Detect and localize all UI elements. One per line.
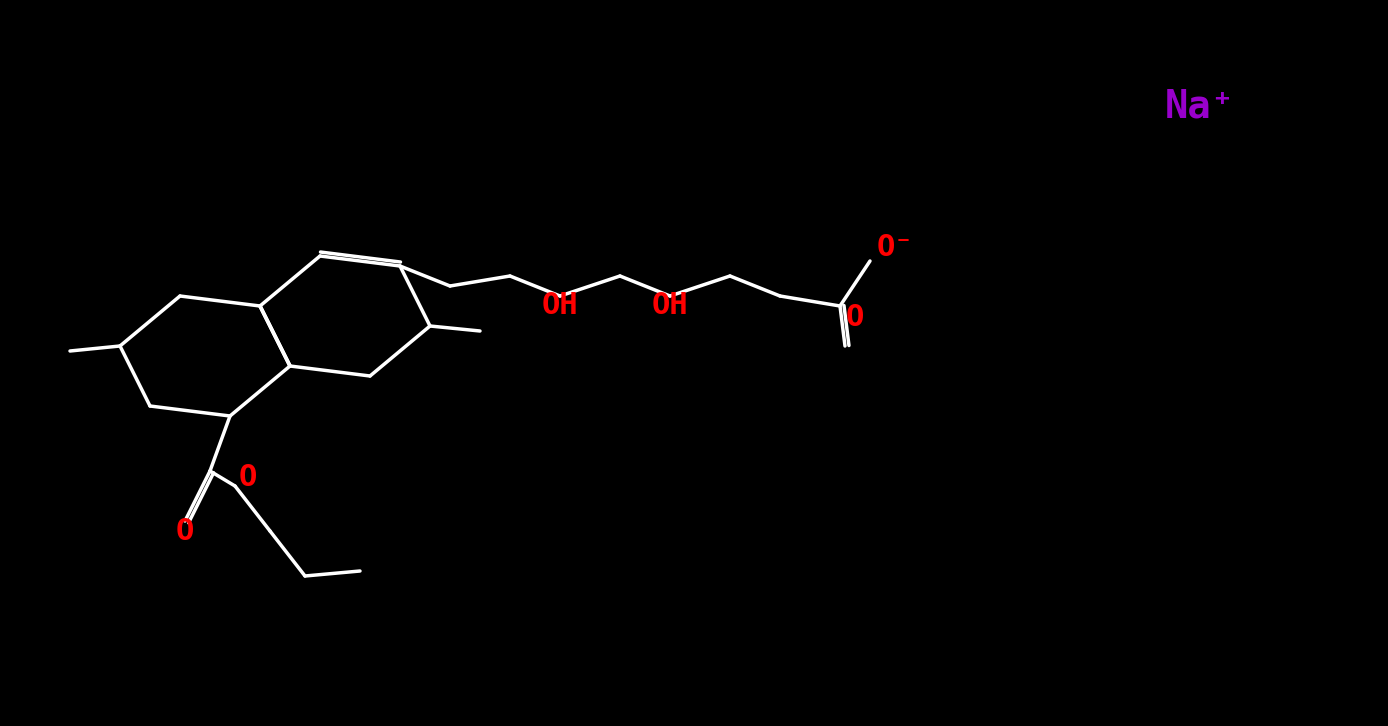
- Text: O: O: [176, 516, 194, 545]
- Text: OH: OH: [651, 292, 688, 320]
- Text: OH: OH: [541, 292, 579, 320]
- Text: O: O: [845, 303, 865, 333]
- Text: O: O: [239, 463, 257, 492]
- Text: O⁻: O⁻: [877, 234, 913, 263]
- Text: Na⁺: Na⁺: [1165, 87, 1235, 125]
